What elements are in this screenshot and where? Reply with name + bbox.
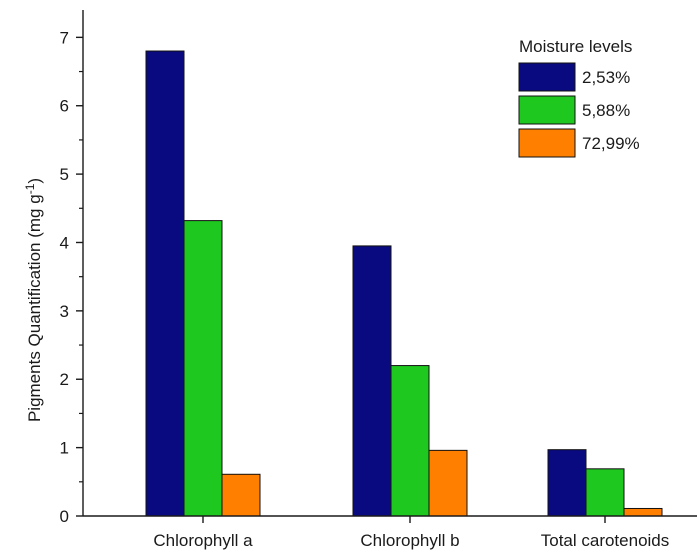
x-tick-label: Total carotenoids [541,531,670,550]
y-axis-label-unit-close: ) [25,178,44,184]
bar-chlorophyll-b-series-2 [390,365,430,517]
legend-swatch-series-1 [518,62,576,92]
y-tick-label: 6 [60,97,69,116]
legend-label-series-3: 72,99% [582,134,640,153]
legend: Moisture levels 2,53% 5,88% 72,99% [518,37,640,158]
bars-group [145,50,663,517]
y-axis-label: Pigments Quantification (mg g-1) [23,178,44,422]
bar-total-carotenoids-series-1 [547,449,587,517]
legend-title: Moisture levels [519,37,632,56]
bar-total-carotenoids-series-2 [585,468,625,517]
y-tick-label: 7 [60,28,69,47]
bar-chlorophyll-b-series-3 [428,449,468,517]
y-tick-label: 0 [60,507,69,526]
legend-label-series-2: 5,88% [582,101,630,120]
y-tick-label: 5 [60,165,69,184]
x-tick-label: Chlorophyll b [360,531,459,550]
y-tick-label: 4 [60,233,69,252]
axes-group: Chlorophyll a Chlorophyll b Total caroteno… [60,10,697,550]
bar-chlorophyll-a-series-2 [183,220,223,517]
bar-chlorophyll-a-series-3 [221,473,261,517]
y-axis-label-unit-sup: -1 [23,183,37,194]
legend-label-series-1: 2,53% [582,68,630,87]
y-axis-label-unit: (mg g [25,194,44,237]
bar-total-carotenoids-series-3 [623,507,663,517]
y-axis-label-text: Pigments Quantification [25,243,44,423]
y-tick-label: 1 [60,439,69,458]
legend-swatch-series-2 [518,95,576,125]
x-tick-label: Chlorophyll a [153,531,253,550]
legend-swatch-series-3 [518,128,576,158]
y-tick-label: 3 [60,302,69,321]
bar-chlorophyll-a-series-1 [145,50,185,517]
bar-chlorophyll-b-series-1 [352,245,392,517]
y-tick-label: 2 [60,370,69,389]
